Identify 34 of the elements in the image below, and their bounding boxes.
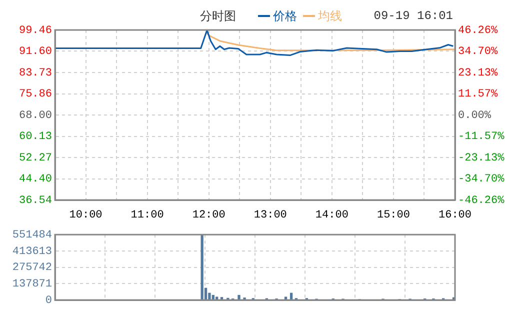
y-tick-label: 99.46 [18, 24, 52, 37]
x-tick-label: 11:00 [130, 210, 164, 222]
y2-tick-label: 34.70% [458, 46, 498, 58]
x-tick-label: 10:00 [69, 210, 102, 222]
x-tick-label: 14:00 [315, 210, 348, 222]
y2-tick-label: -46.26% [458, 194, 505, 207]
y-tick-label: 551484 [12, 230, 52, 242]
legend-label: 价格 [273, 8, 297, 24]
legend-label: 均线 [318, 8, 342, 24]
y-tick-label: 52.27 [18, 152, 52, 164]
x-tick-label: 13:00 [254, 210, 287, 222]
y-tick-label: 137871 [12, 278, 52, 291]
y2-tick-label: 11.57% [458, 88, 498, 101]
y-tick-label: 75.86 [18, 88, 52, 101]
y2-tick-label: 46.26% [458, 24, 498, 37]
x-tick-label: 16:00 [438, 210, 472, 222]
y-tick-label: 413613 [12, 246, 52, 258]
y-tick-label: 44.40 [18, 174, 52, 186]
y-tick-label: 275742 [12, 262, 52, 274]
y2-tick-label: 0.00% [458, 110, 492, 122]
x-tick-label: 12:00 [192, 210, 226, 222]
text: 09-19 16:01 [374, 9, 453, 23]
y2-tick-label: -11.57% [458, 131, 505, 144]
y-tick-label: 91.60 [18, 46, 52, 58]
chart-title: 分时图 [200, 8, 236, 24]
y-tick-label: 36.54 [18, 194, 52, 207]
y-tick-label: 68.00 [18, 110, 52, 122]
y2-tick-label: -34.70% [458, 174, 505, 186]
y2-tick-label: -23.13% [458, 152, 505, 164]
y-tick-label: 0 [45, 294, 52, 307]
y2-tick-label: 23.13% [458, 67, 498, 80]
y-tick-label: 83.73 [18, 67, 52, 80]
y-tick-label: 60.13 [18, 131, 52, 144]
x-tick-label: 15:00 [376, 210, 410, 222]
